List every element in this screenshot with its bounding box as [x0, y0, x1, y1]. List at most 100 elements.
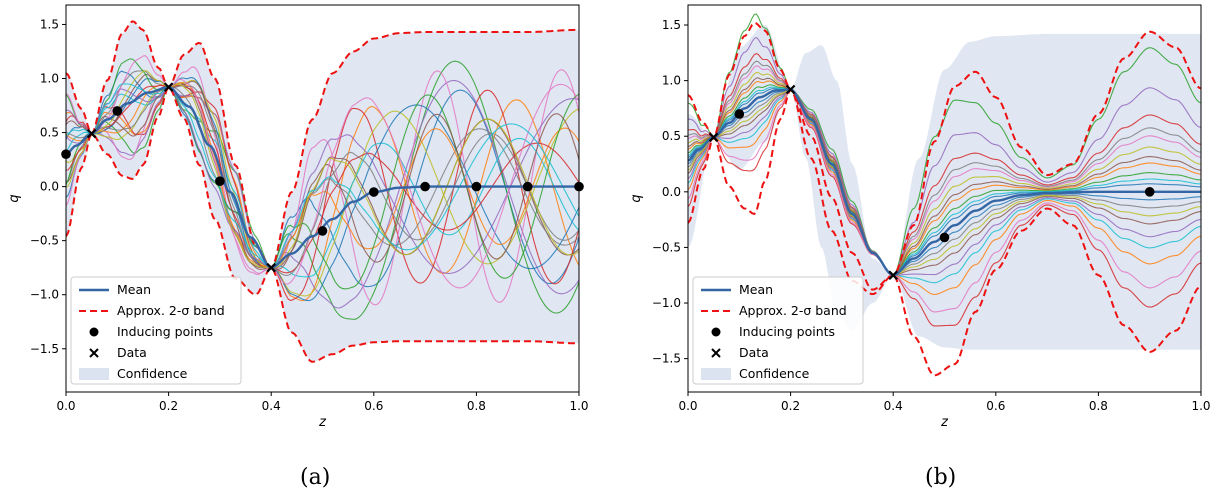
sample-path-14 [688, 88, 1201, 276]
y-axis-label: q [629, 194, 644, 202]
caption-a: (a) [300, 465, 331, 490]
sample-path-7 [688, 88, 1201, 276]
sample-path-4 [688, 36, 1201, 276]
sample-path-15 [688, 77, 1201, 276]
sample-path-12 [688, 84, 1201, 276]
legend-confidence-swatch [79, 368, 109, 380]
band-lower-line [66, 85, 579, 363]
sample-path-16 [66, 54, 579, 289]
sample-path-9 [66, 86, 579, 278]
chart-a: 0.0 0.2 0.4 0.6 0.8 1.0 −1.5 −1.0 −0.5 0.0 0.5 1.0 1… [7, 4, 589, 430]
sample-path-19 [688, 86, 1201, 276]
legend-inducing-swatch [89, 327, 99, 337]
y-tick-label-2: −0.5 [30, 234, 59, 248]
sample-path-8 [66, 79, 579, 297]
legend-confidence-label: Confidence [117, 366, 188, 381]
sample-path-6 [688, 65, 1201, 276]
sample-path-5 [688, 88, 1201, 276]
caption-b: (b) [925, 465, 957, 490]
inducing-point-1 [939, 232, 950, 243]
data-point-0 [708, 132, 719, 143]
y-tick-label-6: 1.5 [662, 18, 681, 32]
y-tick-label-4: 0.5 [662, 129, 681, 143]
data-point-2 [266, 262, 276, 273]
inducing-point-2 [215, 176, 225, 187]
legend: Mean Approx. 2-σ band Inducing points Data C… [70, 276, 242, 385]
sample-path-6 [66, 66, 579, 306]
legend-confidence-label: Confidence [739, 366, 810, 381]
data-point-0 [86, 128, 97, 139]
y-tick-label-3: 0.0 [40, 180, 59, 194]
sample-path-12 [66, 58, 579, 290]
x-tick-label-0: 0.0 [678, 399, 697, 413]
y-tick-label-5: 1.0 [662, 74, 681, 88]
sample-path-9 [688, 88, 1201, 284]
x-axis-label: z [940, 415, 949, 430]
inducing-point-6 [471, 181, 482, 192]
inducing-point-2 [1144, 187, 1155, 197]
sample-path-13 [688, 52, 1201, 276]
axes-frame [65, 4, 580, 393]
sample-path-4 [66, 79, 579, 309]
sample-path-15 [66, 80, 579, 270]
y-tick-label-1: −1.0 [652, 296, 681, 310]
band-upper-line [66, 20, 579, 269]
y-tick-label-0: −1.5 [30, 342, 59, 356]
legend-box [692, 276, 864, 385]
x-tick-label-2: 0.4 [262, 399, 281, 413]
data-point-1 [785, 84, 796, 95]
y-tick-label-5: 1.0 [40, 72, 59, 86]
inducing-point-3 [317, 226, 328, 236]
inducing-point-0 [734, 109, 745, 119]
sample-path-11 [688, 88, 1201, 295]
sample-path-17 [688, 60, 1201, 276]
sample-path-19 [66, 83, 579, 269]
legend-data-label: Data [117, 345, 147, 360]
inducing-point-5 [420, 181, 430, 192]
y-axis-label: q [7, 194, 22, 202]
plot-area [66, 20, 579, 363]
sample-path-3 [688, 88, 1201, 327]
data-point-1 [163, 82, 174, 92]
sample-path-1 [688, 80, 1201, 276]
y-tick-label-0: −1.5 [652, 352, 681, 366]
x-tick-label-3: 0.6 [986, 399, 1005, 413]
plot-area [688, 13, 1201, 377]
sample-path-16 [688, 88, 1201, 313]
x-tick-label-1: 0.2 [159, 399, 178, 413]
x-axis-label: z [318, 415, 327, 430]
x-tick-label-4: 0.8 [467, 399, 486, 413]
inducing-point-7 [522, 181, 533, 192]
x-tick-label-4: 0.8 [1089, 399, 1108, 413]
confidence-region [688, 25, 1201, 350]
sample-path-8 [688, 71, 1201, 276]
x-tick-label-5: 1.0 [569, 399, 588, 413]
sample-path-0 [688, 88, 1201, 276]
y-tick-label-2: −0.5 [652, 240, 681, 254]
y-tick-label-6: 1.5 [40, 17, 59, 31]
x-tick-label-2: 0.4 [884, 399, 903, 413]
legend-box [70, 276, 242, 385]
x-tick-label-3: 0.6 [364, 399, 383, 413]
legend-data-swatch [711, 348, 721, 358]
legend-data-label: Data [739, 345, 769, 360]
band-lower-line [688, 87, 1201, 377]
y-tick-label-1: −1.0 [30, 288, 59, 302]
x-tick-label-1: 0.2 [781, 399, 800, 413]
legend-band-label: Approx. 2-σ band [117, 303, 225, 318]
axes-frame [687, 4, 1202, 393]
sample-path-18 [66, 70, 579, 269]
legend-inducing-label: Inducing points [117, 324, 213, 339]
legend-data-swatch [89, 348, 99, 358]
y-tick-label-3: 0.0 [662, 185, 681, 199]
inducing-point-4 [369, 187, 379, 197]
legend-mean-label: Mean [739, 282, 773, 297]
sample-path-14 [66, 86, 579, 274]
sample-path-10 [66, 77, 579, 302]
sample-path-17 [66, 85, 579, 277]
legend: Mean Approx. 2-σ band Inducing points Data C… [692, 276, 864, 385]
x-tick-label-5: 1.0 [1191, 399, 1210, 413]
legend-confidence-swatch [701, 368, 731, 380]
y-tick-label-4: 0.5 [40, 126, 59, 140]
